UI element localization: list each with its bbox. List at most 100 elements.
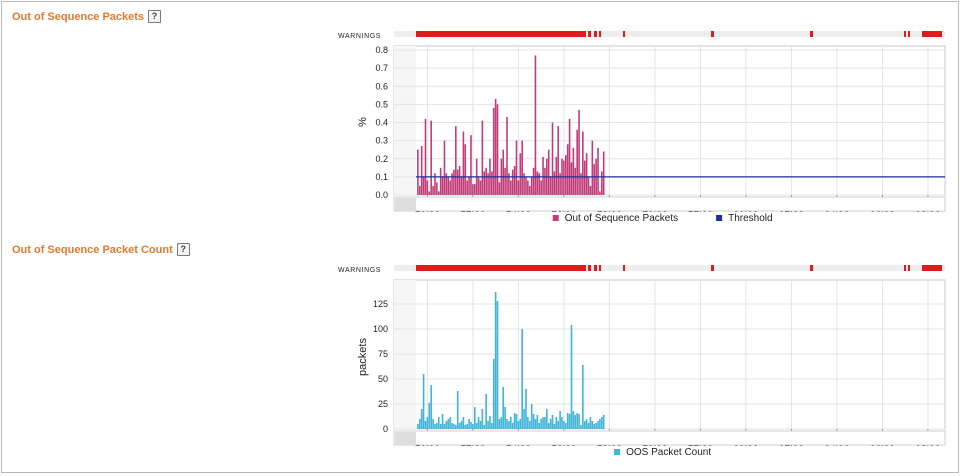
chart-bar: [589, 185, 592, 195]
chart-bar: [572, 147, 575, 195]
chart-bar: [449, 180, 451, 195]
warning-segment[interactable]: [416, 31, 586, 37]
y-tick-label: 100: [373, 324, 388, 334]
chart-bar: [513, 166, 516, 195]
chart-bar: [502, 149, 505, 195]
chart-bar: [525, 176, 527, 195]
chart-bar: [563, 160, 565, 195]
chart-bar: [530, 176, 533, 195]
legend-label: Out of Sequence Packets: [565, 213, 678, 224]
chart-bar: [536, 171, 539, 195]
chart-bar: [453, 424, 455, 429]
chart-bar: [481, 409, 484, 429]
chart-bar: [491, 423, 493, 429]
chart-bar: [599, 191, 601, 195]
warning-segment[interactable]: [711, 265, 714, 271]
range-handle[interactable]: [395, 432, 416, 445]
warning-segment[interactable]: [588, 31, 591, 37]
help-icon[interactable]: ?: [148, 10, 162, 23]
chart-bar: [564, 423, 567, 429]
y-axis-label: packets: [357, 338, 369, 376]
chart-bar: [528, 421, 531, 429]
warning-segment[interactable]: [594, 265, 597, 271]
chart-bar: [472, 424, 474, 429]
chart-bar: [422, 374, 425, 429]
warning-segment[interactable]: [922, 265, 942, 271]
warning-segment[interactable]: [599, 31, 601, 37]
chart-bar: [574, 415, 577, 429]
chart-bar: [466, 180, 468, 195]
chart-bar: [445, 421, 448, 429]
chart-bar: [561, 417, 563, 429]
chart-bar: [515, 414, 518, 429]
warning-segment[interactable]: [810, 31, 813, 37]
x-axis-bar: [393, 430, 946, 446]
chart-bar: [483, 425, 486, 429]
chart-bar: [530, 404, 533, 429]
chart-bar: [578, 414, 580, 429]
help-icon[interactable]: ?: [176, 243, 190, 256]
chart-bar: [485, 167, 487, 195]
legend-swatch: [614, 449, 621, 455]
chart-bar: [599, 419, 601, 429]
chart-bar: [426, 180, 429, 195]
warning-segment[interactable]: [904, 265, 906, 271]
chart-bar: [525, 389, 527, 429]
chart-bar: [479, 421, 482, 429]
chart-bar: [527, 417, 529, 429]
chart-bar: [487, 421, 489, 429]
chart-bar: [528, 185, 531, 195]
chart-bar: [585, 419, 588, 429]
chart-bar: [443, 424, 446, 429]
chart-bar: [441, 176, 444, 195]
warning-segment[interactable]: [922, 31, 942, 37]
chart-bar: [504, 407, 506, 429]
warning-segment[interactable]: [599, 265, 601, 271]
y-tick-label: 0.4: [375, 118, 388, 128]
chart-bar: [511, 423, 514, 429]
chart-bar: [439, 167, 442, 195]
chart-bar: [587, 176, 590, 195]
chart-bar: [418, 185, 421, 195]
y-axis-label: %: [357, 117, 369, 127]
chart-bar: [453, 169, 455, 195]
chart-bar: [437, 417, 440, 429]
chart-bar: [420, 146, 423, 195]
chart-bar: [510, 180, 512, 195]
chart-bar: [424, 118, 427, 195]
chart-bar: [458, 423, 461, 429]
chart-bar: [426, 417, 429, 429]
warning-segment[interactable]: [711, 31, 714, 37]
chart-bar: [568, 118, 571, 195]
chart-bar: [470, 422, 472, 429]
warning-segment[interactable]: [908, 265, 910, 271]
y-tick-label: 0.5: [375, 99, 388, 109]
chart-bar: [523, 409, 525, 429]
range-handle[interactable]: [395, 198, 416, 211]
chart-bar: [460, 421, 463, 429]
chart-bar: [417, 149, 419, 195]
chart-bar: [578, 109, 580, 195]
warning-segment[interactable]: [810, 265, 813, 271]
chart-bar: [601, 171, 603, 195]
warning-segment[interactable]: [588, 265, 591, 271]
chart-bar: [544, 167, 546, 195]
warning-segment[interactable]: [908, 31, 910, 37]
chart-bar: [492, 359, 495, 429]
chart-bar: [538, 423, 541, 429]
warning-segment[interactable]: [623, 265, 625, 271]
y-tick-label: 0.2: [375, 154, 388, 164]
warning-segment[interactable]: [623, 31, 625, 37]
chart-bar: [527, 180, 529, 195]
warning-segment[interactable]: [594, 31, 597, 37]
warning-segment[interactable]: [416, 265, 586, 271]
chart-bar: [559, 173, 561, 195]
chart-bar: [473, 407, 476, 429]
chart-bar: [428, 403, 431, 429]
chart-bar: [519, 419, 522, 429]
chart-bar: [557, 421, 560, 429]
chart-bar: [566, 413, 569, 429]
y-tick-label: 0: [383, 424, 388, 434]
warning-segment[interactable]: [904, 31, 906, 37]
